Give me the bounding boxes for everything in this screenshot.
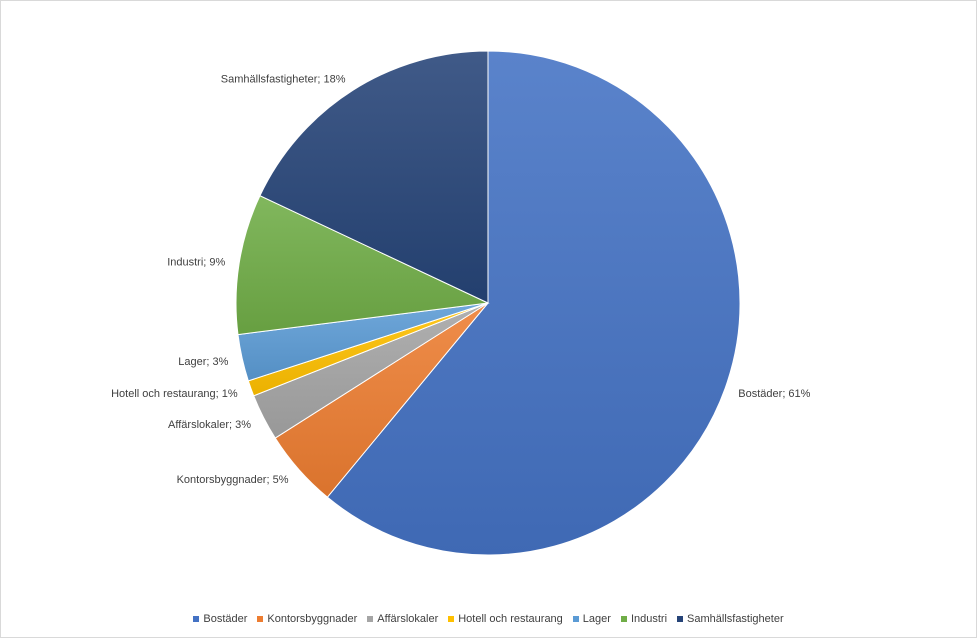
legend-item-samhallsfastigheter: Samhällsfastigheter xyxy=(677,613,784,625)
legend-label: Lager xyxy=(582,613,611,625)
legend-item-affarslokaler: Affärslokaler xyxy=(367,613,438,625)
legend-item-hotell-och-restaurang: Hotell och restaurang xyxy=(448,613,563,625)
data-label-lager: Lager; 3% xyxy=(178,356,228,368)
legend-label: Samhällsfastigheter xyxy=(687,613,784,625)
legend-label: Affärslokaler xyxy=(377,613,439,625)
data-label-hotell-och-restaurang: Hotell och restaurang; 1% xyxy=(111,388,238,400)
slice-bostader xyxy=(326,50,741,556)
legend-item-industri: Industri xyxy=(620,613,668,625)
pie-chart: Bostäder; 61% Kontorsbyggnader; 5% Affärsl… xyxy=(111,50,811,556)
legend-item-bostader: Bostäder xyxy=(193,613,247,625)
data-label-industri: Industri; 9% xyxy=(167,256,225,268)
legend-label: Bostäder xyxy=(203,613,248,625)
legend-swatch xyxy=(572,616,579,622)
slice-samhallsfastigheter xyxy=(259,50,489,304)
legend-label: Industri xyxy=(630,613,668,625)
data-labels: Bostäder; 61% Kontorsbyggnader; 5% Affärsl… xyxy=(111,73,811,486)
slice-industri xyxy=(235,195,490,336)
legend: Bostäder Kontorsbyggnader Affärslokaler Hot… xyxy=(0,611,977,627)
data-label-samhallsfastigheter: Samhällsfastigheter; 18% xyxy=(221,73,346,85)
pie-slices xyxy=(235,50,741,556)
legend-swatch xyxy=(193,616,200,622)
data-label-affarslokaler: Affärslokaler; 3% xyxy=(168,419,251,431)
legend-swatch xyxy=(620,616,627,622)
legend-swatch xyxy=(448,616,455,622)
legend-swatch xyxy=(257,616,264,622)
legend-item-kontorsbyggnader: Kontorsbyggnader xyxy=(257,613,357,625)
legend-label: Kontorsbyggnader xyxy=(267,613,358,625)
legend-swatch xyxy=(677,616,684,622)
data-label-kontorsbyggnader: Kontorsbyggnader; 5% xyxy=(177,474,289,486)
legend-swatch xyxy=(367,616,374,622)
legend-label: Hotell och restaurang xyxy=(458,613,563,625)
legend-item-lager: Lager xyxy=(572,613,611,625)
data-label-bostader: Bostäder; 61% xyxy=(738,388,810,400)
